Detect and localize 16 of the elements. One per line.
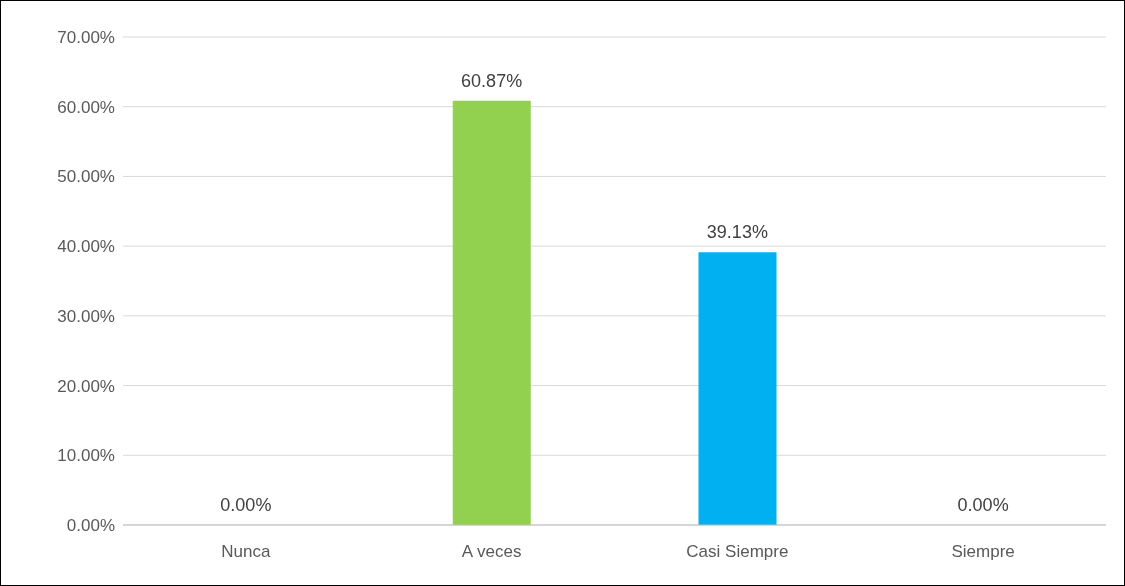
y-tick-label: 40.00% bbox=[57, 237, 115, 257]
x-tick-label: Casi Siempre bbox=[686, 542, 789, 562]
data-label: 0.00% bbox=[220, 495, 272, 515]
y-tick-label: 0.00% bbox=[66, 516, 115, 536]
data-label: 39.13% bbox=[706, 222, 768, 243]
x-tick-label: Siempre bbox=[951, 542, 1015, 562]
x-tick-label: A veces bbox=[461, 542, 522, 562]
y-tick-label: 50.00% bbox=[57, 167, 115, 187]
y-tick-label: 70.00% bbox=[57, 28, 115, 48]
y-tick-label: 20.00% bbox=[57, 376, 115, 396]
data-label: 0.00% bbox=[957, 495, 1009, 515]
x-tick-label: Nunca bbox=[221, 542, 271, 562]
y-tick-label: 30.00% bbox=[57, 306, 115, 326]
y-tick-label: 60.00% bbox=[57, 97, 115, 117]
y-tick-label: 10.00% bbox=[57, 446, 115, 466]
data-label: 60.87% bbox=[461, 70, 523, 91]
